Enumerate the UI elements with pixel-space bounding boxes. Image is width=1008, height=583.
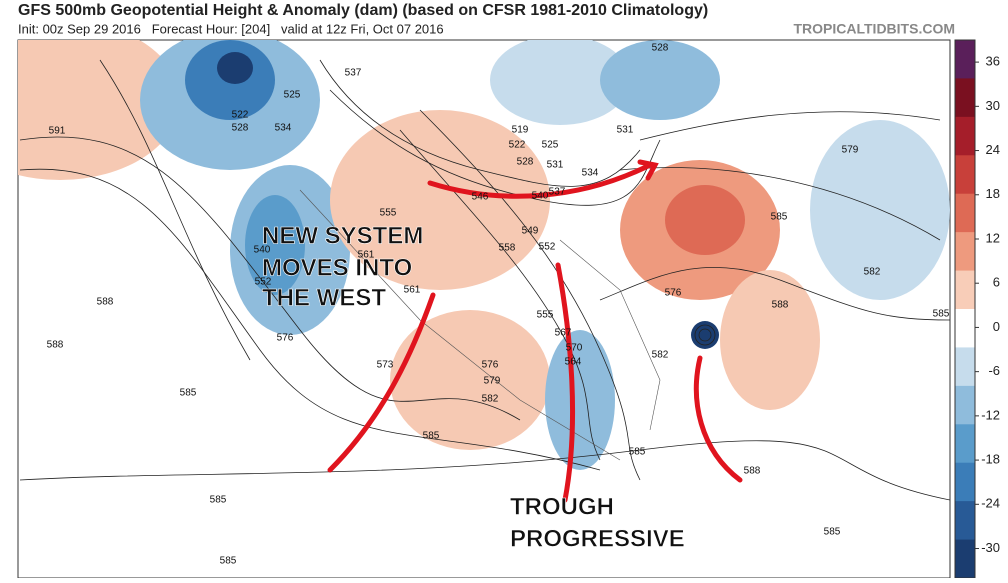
contour-label: 561 [358, 250, 375, 261]
colorbar-segment [955, 40, 975, 79]
contour-label: 534 [275, 123, 292, 134]
contour-label: 585 [824, 527, 841, 538]
contour-label: 531 [617, 125, 634, 136]
annotation-text: THE WEST [262, 284, 386, 311]
colorbar-tick-label: 30 [986, 98, 1000, 113]
colorbar-tick-label: -12 [981, 407, 1000, 422]
annotation-text: PROGRESSIVE [510, 525, 685, 552]
contour-label: 585 [771, 212, 788, 223]
colorbar-tick-label: 36 [986, 54, 1000, 69]
annotation-arrows [327, 159, 743, 503]
contour-label: 540 [532, 191, 549, 202]
contour-label: 585 [180, 388, 197, 399]
contour-label: 531 [547, 160, 564, 171]
colorbar-segment [955, 155, 975, 195]
contour-label: 540 [254, 245, 271, 256]
colorbar-segment [955, 539, 975, 579]
colorbar-tick-label: 24 [986, 142, 1000, 157]
contour-label: 528 [517, 157, 534, 168]
colorbar-tick-label: 18 [986, 186, 1000, 201]
colorbar-segment [955, 78, 975, 118]
contour-label: 555 [380, 208, 397, 219]
site-name: TROPICALTIDBITS.COM [793, 21, 955, 37]
map-title: GFS 500mb Geopotential Height & Anomaly … [18, 2, 708, 19]
contour-label: 546 [472, 192, 489, 203]
contour-label: 522 [509, 140, 526, 151]
contour-label: 573 [377, 360, 394, 371]
contour-label: 534 [582, 168, 599, 179]
contour-label: 552 [539, 242, 556, 253]
contour-label: 525 [284, 90, 301, 101]
contour-label: 585 [933, 309, 950, 320]
annotation-text: NEW SYSTEM [262, 222, 423, 249]
contour-label: 588 [772, 300, 789, 311]
contour-label: 585 [423, 431, 440, 442]
contour-label: 588 [47, 340, 64, 351]
colorbar-segment [955, 309, 975, 348]
contour-label: 576 [665, 288, 682, 299]
colorbar-segment [955, 347, 975, 387]
contour-label: 549 [522, 226, 539, 237]
contour-label: 525 [542, 140, 559, 151]
contour-label: 537 [345, 68, 362, 79]
contour-label: 552 [255, 277, 272, 288]
colorbar-segment [955, 116, 975, 156]
contour-label: 537 [549, 187, 566, 198]
contour-label: 561 [404, 285, 421, 296]
contour-label: 582 [864, 267, 881, 278]
colorbar-tick-label: -30 [981, 540, 1000, 555]
annotation-text: MOVES INTO [262, 254, 412, 281]
annotation-text: TROUGH [510, 493, 614, 520]
contour-label: 588 [744, 466, 761, 477]
contour-label: 555 [537, 310, 554, 321]
colorbar-tick-label: 0 [993, 319, 1000, 334]
colorbar: 36 30 24 18 12 6 0 -6 -12 -18 -24 -30 [954, 39, 1000, 579]
contour-label: 585 [220, 556, 237, 567]
contour-label: 528 [232, 123, 249, 134]
contour-label: 570 [566, 343, 583, 354]
colorbar-tick-label: -18 [981, 452, 1000, 467]
colorbar-tick-label: -6 [988, 363, 1000, 378]
colorbar-segment [955, 462, 975, 502]
contour-label: 522 [232, 110, 249, 121]
contour-label: 567 [555, 328, 572, 339]
contour-label: 582 [652, 350, 669, 361]
colorbar-segment [955, 424, 975, 464]
contour-label: 579 [842, 145, 859, 156]
contour-label: 579 [484, 376, 501, 387]
anomaly-shading [18, 40, 950, 503]
contour-label: 528 [652, 43, 669, 54]
colorbar-tick-label: 6 [993, 275, 1000, 290]
contour-label: 585 [210, 495, 227, 506]
contour-label: 585 [629, 447, 646, 458]
map-subtitle: Init: 00z Sep 29 2016 Forecast Hour: [20… [18, 21, 444, 36]
colorbar-segment [955, 501, 975, 541]
contour-label: 591 [49, 126, 66, 137]
colorbar-segment [955, 270, 975, 310]
contour-label: 576 [482, 360, 499, 371]
colorbar-tick-label: 12 [986, 230, 1000, 245]
contour-label: 558 [499, 243, 516, 254]
colorbar-tick-label: -24 [981, 496, 1000, 511]
contour-label: 582 [482, 394, 499, 405]
contour-label: 588 [97, 297, 114, 308]
colorbar-segment [955, 193, 975, 233]
contour-label: 576 [277, 333, 294, 344]
colorbar-segment [955, 385, 975, 425]
contour-label: 564 [565, 357, 582, 368]
colorbar-segment [955, 232, 975, 272]
contour-label: 519 [512, 125, 529, 136]
